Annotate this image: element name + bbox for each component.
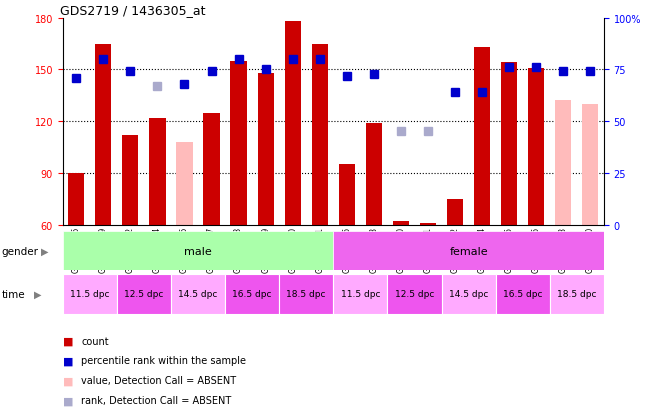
Bar [333, 275, 387, 314]
Bar [68, 173, 84, 225]
Text: ■: ■ [63, 336, 73, 346]
Bar [122, 135, 139, 225]
Bar [63, 275, 117, 314]
Text: count: count [81, 336, 109, 346]
Text: male: male [184, 246, 212, 256]
Bar [257, 74, 274, 225]
Bar [279, 275, 333, 314]
Bar [366, 123, 382, 225]
Bar [225, 275, 279, 314]
Text: percentile rank within the sample: percentile rank within the sample [81, 356, 246, 366]
Bar [149, 119, 166, 225]
Bar [312, 45, 328, 225]
Bar [203, 113, 220, 225]
Text: ▶: ▶ [34, 289, 41, 299]
Bar [447, 199, 463, 225]
Text: 18.5 dpc: 18.5 dpc [557, 290, 597, 299]
Bar [63, 231, 333, 271]
Text: gender: gender [1, 246, 38, 256]
Bar [176, 142, 193, 225]
Bar [528, 69, 544, 225]
Text: 14.5 dpc: 14.5 dpc [178, 290, 218, 299]
Bar [420, 223, 436, 225]
Bar [555, 101, 572, 225]
Text: 11.5 dpc: 11.5 dpc [341, 290, 380, 299]
Bar [501, 63, 517, 225]
Text: ■: ■ [63, 375, 73, 385]
Text: GDS2719 / 1436305_at: GDS2719 / 1436305_at [60, 5, 205, 17]
Text: 12.5 dpc: 12.5 dpc [124, 290, 164, 299]
Bar [387, 275, 442, 314]
Text: ■: ■ [63, 356, 73, 366]
Bar [333, 231, 604, 271]
Bar [582, 104, 599, 225]
Bar [339, 165, 355, 225]
Text: ■: ■ [63, 395, 73, 405]
Text: 18.5 dpc: 18.5 dpc [286, 290, 326, 299]
Bar [230, 62, 247, 225]
Bar [442, 275, 496, 314]
Bar [117, 275, 171, 314]
Text: 14.5 dpc: 14.5 dpc [449, 290, 488, 299]
Text: 16.5 dpc: 16.5 dpc [503, 290, 543, 299]
Bar [171, 275, 225, 314]
Bar [496, 275, 550, 314]
Bar [550, 275, 604, 314]
Text: female: female [449, 246, 488, 256]
Text: 11.5 dpc: 11.5 dpc [70, 290, 110, 299]
Text: 12.5 dpc: 12.5 dpc [395, 290, 434, 299]
Text: rank, Detection Call = ABSENT: rank, Detection Call = ABSENT [81, 395, 232, 405]
Text: 16.5 dpc: 16.5 dpc [232, 290, 272, 299]
Bar [95, 45, 112, 225]
Bar [284, 22, 301, 225]
Text: ▶: ▶ [41, 246, 48, 256]
Text: value, Detection Call = ABSENT: value, Detection Call = ABSENT [81, 375, 236, 385]
Bar [393, 222, 409, 225]
Text: time: time [1, 289, 25, 299]
Bar [474, 48, 490, 225]
